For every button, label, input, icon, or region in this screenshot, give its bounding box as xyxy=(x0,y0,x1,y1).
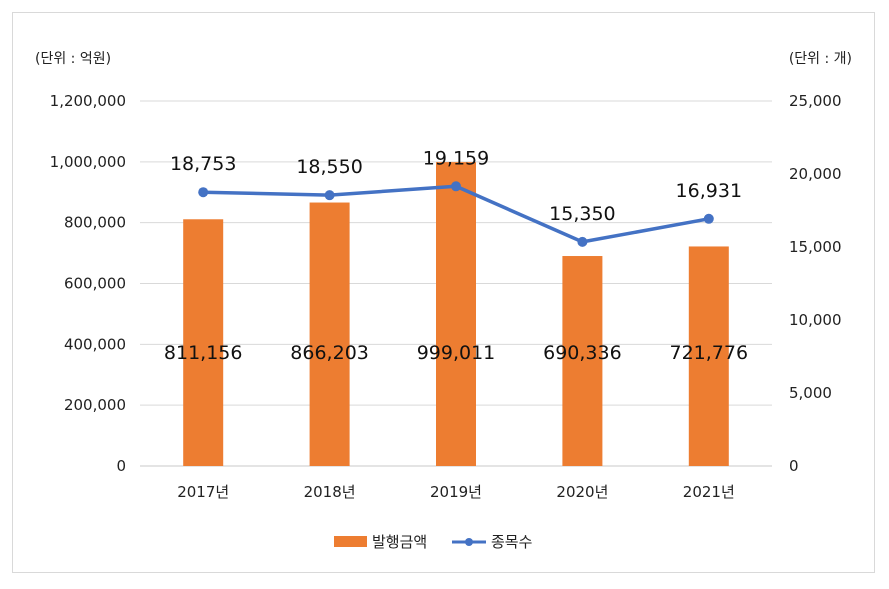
bar-data-label: 721,776 xyxy=(670,342,749,364)
left-tick-label: 400,000 xyxy=(64,335,126,353)
line-point xyxy=(703,213,714,224)
category-label: 2021년 xyxy=(683,483,735,501)
bar xyxy=(183,219,224,466)
bar xyxy=(688,246,729,466)
line-point xyxy=(451,181,461,192)
bar-data-label: 999,011 xyxy=(417,342,496,364)
line-data-label: 19,159 xyxy=(423,147,489,169)
category-label: 2019년 xyxy=(430,483,482,501)
left-tick-label: 800,000 xyxy=(64,214,126,232)
category-label: 2020년 xyxy=(556,483,608,501)
right-tick-label: 5,000 xyxy=(789,384,832,402)
left-tick-label: 600,000 xyxy=(64,275,126,293)
bar-data-label: 690,336 xyxy=(543,342,622,364)
line-point xyxy=(198,187,209,198)
category-label: 2017년 xyxy=(177,483,229,501)
line-data-label: 18,550 xyxy=(296,156,362,178)
line-point xyxy=(577,236,588,247)
right-tick-label: 0 xyxy=(789,457,799,475)
right-tick-label: 10,000 xyxy=(789,311,842,329)
line-data-label: 18,753 xyxy=(170,153,236,175)
left-tick-label: 1,200,000 xyxy=(50,92,126,110)
left-tick-label: 0 xyxy=(116,457,126,475)
right-tick-label: 15,000 xyxy=(789,238,842,256)
line-series xyxy=(198,181,714,247)
bar-data-labels: 811,156 866,203 999,011 690,336 721,776 xyxy=(164,342,748,364)
left-axis-ticks: 0 200,000 400,000 600,000 800,000 1,000,000 1,… xyxy=(50,92,126,475)
line-point xyxy=(324,190,335,201)
bar xyxy=(309,202,350,467)
legend-bar-swatch xyxy=(334,536,367,547)
bar-data-label: 811,156 xyxy=(164,342,243,364)
left-tick-label: 1,000,000 xyxy=(50,153,126,171)
category-label: 2018년 xyxy=(304,483,356,501)
bar-data-label: 866,203 xyxy=(290,342,369,364)
line-data-label: 15,350 xyxy=(549,203,615,225)
legend-bar-label: 발행금액 xyxy=(372,533,427,551)
line-data-label: 16,931 xyxy=(676,180,742,202)
left-axis-unit-label: (단위 : 억원) xyxy=(35,51,111,67)
category-axis-labels: 2017년 2018년 2019년 2020년 2021년 xyxy=(177,483,735,501)
bar xyxy=(562,256,603,466)
right-tick-label: 20,000 xyxy=(789,165,842,183)
right-axis-ticks: 0 5,000 10,000 15,000 20,000 25,000 xyxy=(789,92,842,475)
line-data-labels: 18,753 18,550 19,159 15,350 16,931 xyxy=(170,147,742,225)
legend: 발행금액 종목수 xyxy=(334,533,532,551)
bar-series xyxy=(183,162,729,467)
bar xyxy=(436,162,476,466)
right-tick-label: 25,000 xyxy=(789,92,842,110)
legend-line-label: 종목수 xyxy=(491,533,532,551)
right-axis-unit-label: (단위 : 개) xyxy=(789,51,852,67)
left-tick-label: 200,000 xyxy=(64,396,126,414)
legend-line-marker xyxy=(465,538,473,546)
